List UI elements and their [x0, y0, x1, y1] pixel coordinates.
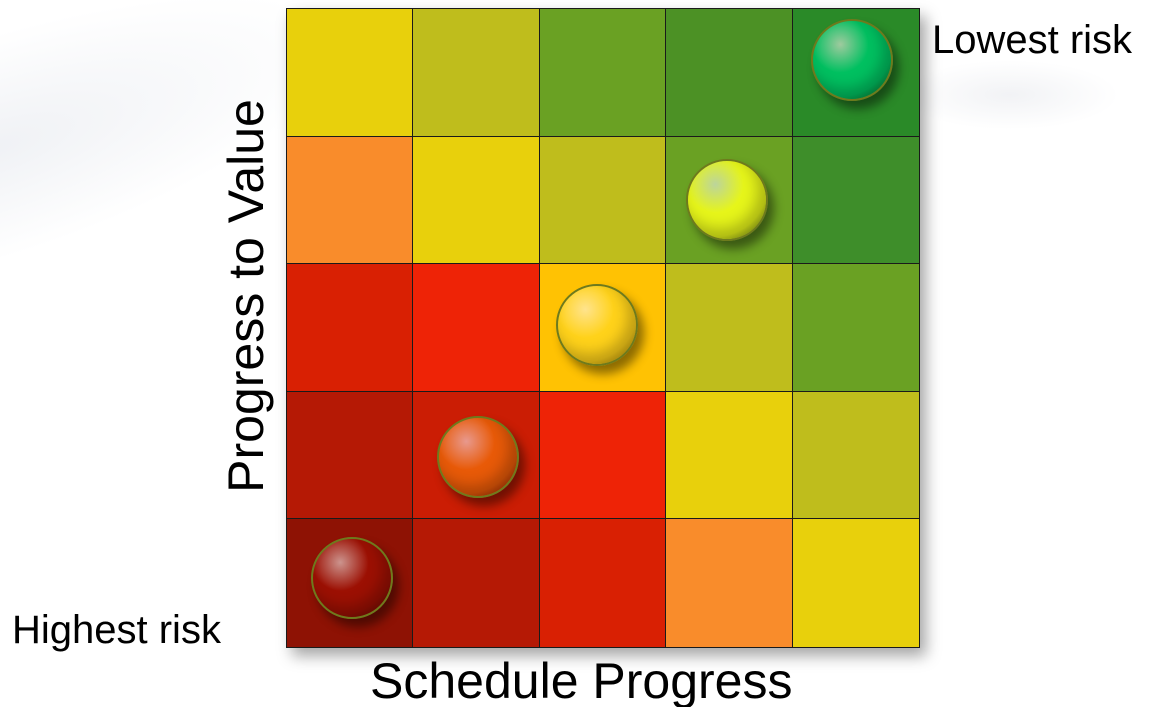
x-axis-label: Schedule Progress [370, 653, 793, 707]
matrix-cell [792, 391, 919, 520]
background-swoosh [900, 60, 1120, 130]
marker-lowest-risk [810, 19, 893, 101]
matrix-cell [792, 136, 919, 265]
matrix-cell [413, 519, 540, 647]
matrix-cell [539, 9, 667, 137]
y-axis-label: Progress to Value [218, 99, 274, 493]
matrix-cell [666, 391, 793, 520]
marker-highest-risk [311, 537, 393, 620]
matrix-cell [792, 264, 919, 392]
matrix-cell [539, 391, 667, 520]
matrix-cell [666, 519, 793, 647]
marker-low-risk [686, 158, 769, 241]
matrix-cell [539, 519, 667, 647]
matrix-cell [666, 264, 793, 392]
label-lowest-risk: Lowest risk [932, 18, 1133, 62]
matrix-cell [792, 9, 919, 137]
matrix-cell [287, 136, 414, 265]
matrix-cell [666, 136, 793, 265]
marker-high-risk [437, 415, 520, 498]
label-highest-risk: Highest risk [12, 608, 221, 652]
matrix-cell [539, 264, 667, 392]
matrix-cell [287, 9, 414, 137]
matrix-cell [287, 391, 414, 520]
matrix-cell [792, 519, 919, 647]
matrix-cell [666, 9, 793, 137]
matrix-cell [287, 264, 414, 392]
matrix-cell [413, 391, 540, 520]
matrix-cell [287, 519, 414, 647]
marker-medium-risk [555, 284, 638, 367]
matrix-cell [413, 264, 540, 392]
matrix-cell [413, 136, 540, 265]
matrix-cell [539, 136, 667, 265]
matrix-cell [413, 9, 540, 137]
risk-heatmap-grid [286, 8, 920, 648]
